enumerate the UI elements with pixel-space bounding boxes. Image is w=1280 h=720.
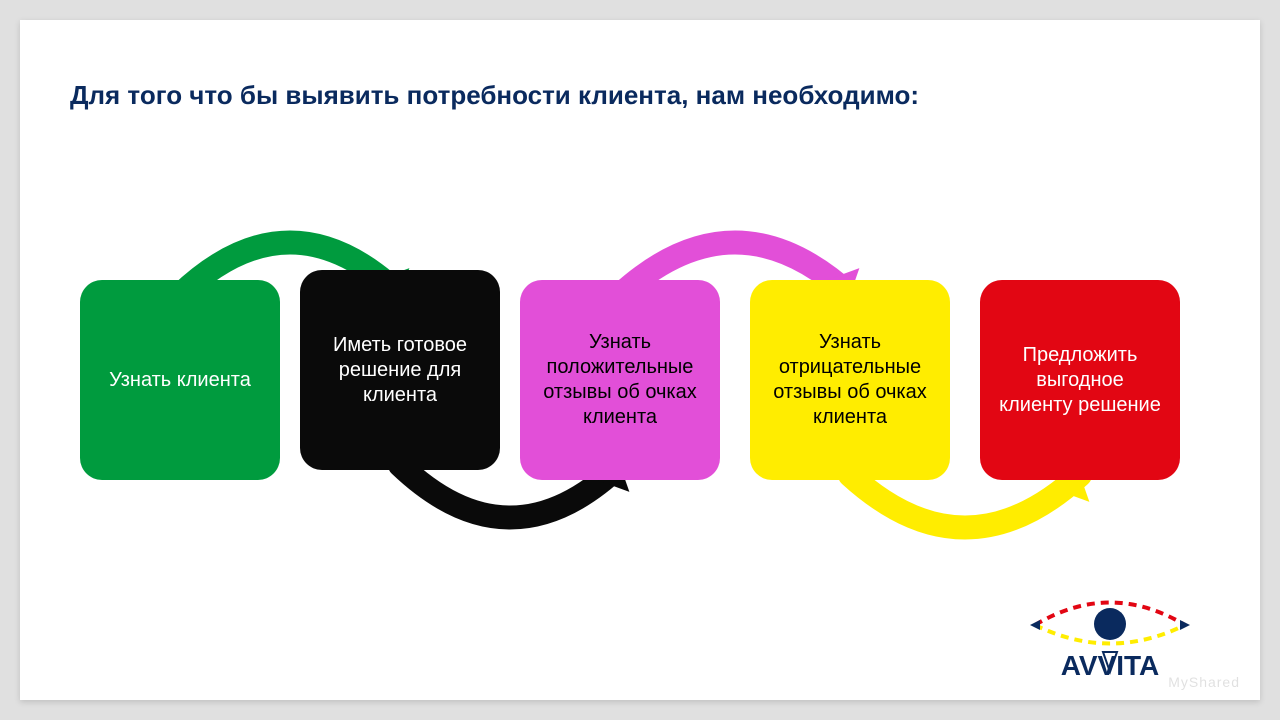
flow-step: Узнать положительные отзывы об очках кли… — [520, 280, 720, 480]
slide: Для того что бы выявить потребности клие… — [20, 20, 1260, 700]
flow-step: Предложить выгодное клиенту решение — [980, 280, 1180, 480]
page-title: Для того что бы выявить потребности клие… — [70, 80, 919, 111]
svg-text:AVVITA: AVVITA — [1061, 650, 1160, 680]
flow-step-label: Предложить выгодное клиенту решение — [998, 343, 1162, 418]
process-flow: Узнать клиента Иметь готовое решение для … — [80, 180, 1200, 560]
flow-step-label: Узнать положительные отзывы об очках кли… — [538, 330, 702, 430]
flow-step: Узнать отрицательные отзывы об очках кли… — [750, 280, 950, 480]
flow-step-label: Узнать клиента — [109, 368, 251, 393]
flow-step-label: Иметь готовое решение для клиента — [318, 333, 482, 408]
watermark: MyShared — [1168, 674, 1240, 690]
flow-step: Иметь готовое решение для клиента — [300, 270, 500, 470]
flow-step: Узнать клиента — [80, 280, 280, 480]
flow-step-label: Узнать отрицательные отзывы об очках кли… — [768, 330, 932, 430]
flow-arrow — [820, 465, 1110, 585]
brand-logo: AVVITA — [1000, 580, 1220, 680]
